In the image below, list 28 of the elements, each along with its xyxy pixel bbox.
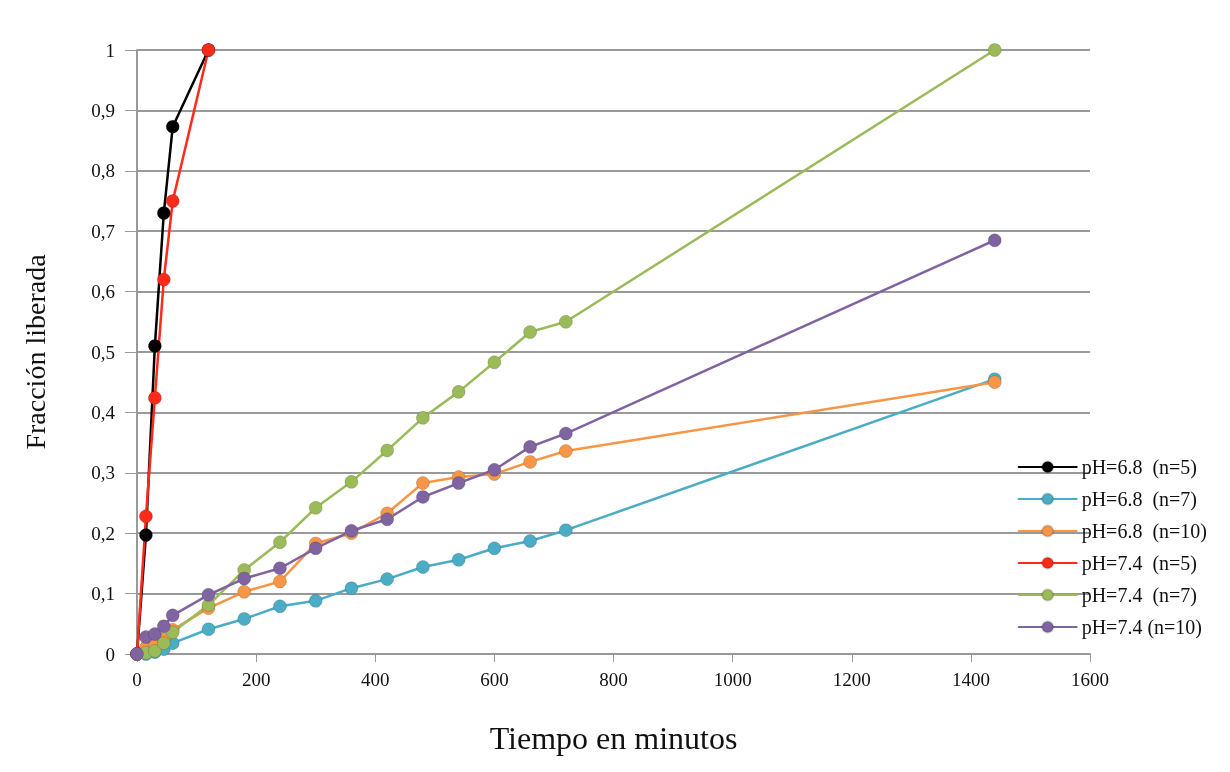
y-tick-label: 0,7 (91, 220, 115, 242)
x-tick-label: 1400 (951, 669, 990, 690)
y-tick-label: 0,2 (91, 522, 115, 544)
y-tick-label: 0,4 (91, 401, 116, 423)
x-tick-label: 200 (241, 669, 271, 690)
x-tick-label: 600 (480, 669, 509, 690)
x-axis-title: Tiempo en minutos (489, 720, 738, 756)
x-tick-label: 400 (361, 669, 390, 690)
y-tick-label: 0,6 (91, 281, 115, 303)
x-tick-label: 1000 (713, 669, 752, 690)
x-tick-label: 1600 (1071, 669, 1109, 690)
y-tick-label: 0,3 (91, 462, 115, 484)
y-tick-label: 1 (105, 39, 115, 61)
legend-label: pH=7.4 (n=5) (1081, 552, 1198, 575)
legend-label: pH=7.4 (n=10) (1081, 616, 1203, 639)
y-tick-label: 0,5 (91, 341, 115, 363)
x-tick-label: 800 (599, 669, 628, 690)
legend-label: pH=6.8 (n=5) (1081, 456, 1198, 479)
y-tick-label: 0,8 (91, 160, 115, 182)
y-axis-title: Fracción liberada (19, 253, 51, 450)
y-tick-label: 0,9 (91, 99, 115, 121)
legend-label: pH=6.8 (n=10) (1081, 520, 1208, 543)
y-tick-label: 0,1 (91, 583, 115, 605)
y-tick-label: 0 (105, 643, 115, 665)
legend-label: pH=7.4 (n=7) (1081, 584, 1198, 607)
legend-label: pH=6.8 (n=7) (1081, 488, 1198, 511)
x-tick-label: 0 (132, 669, 142, 690)
x-tick-label: 1200 (832, 669, 871, 690)
